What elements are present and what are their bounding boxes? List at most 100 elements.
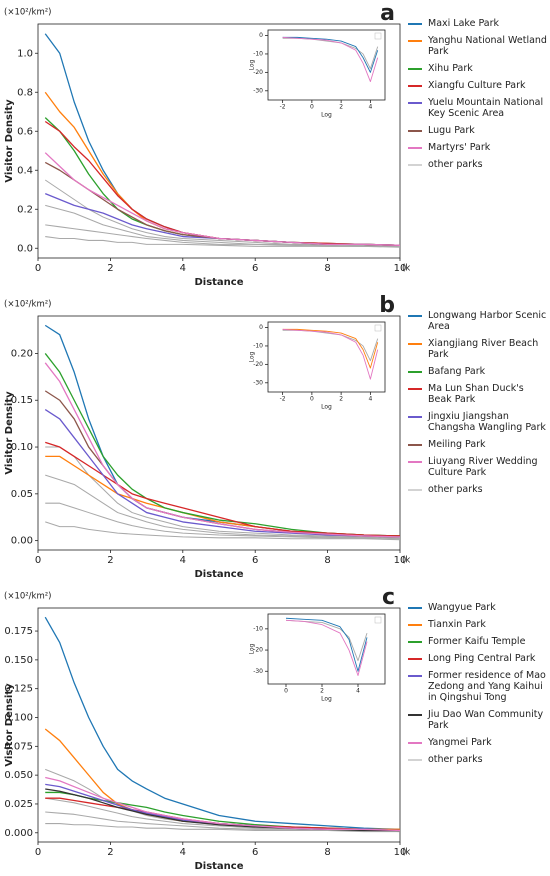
legend-label: Long Ping Central Park xyxy=(428,653,536,664)
inset-legend-box xyxy=(374,616,382,624)
inset-y-label: Log xyxy=(249,643,256,654)
legend-item: Jiu Dao Wan Community Park xyxy=(408,709,548,731)
y-tick-label: 0 xyxy=(259,32,263,39)
legend-label: Former Kaifu Temple xyxy=(428,636,526,647)
panel-label: b xyxy=(379,293,395,318)
series-line xyxy=(45,474,400,539)
series-line xyxy=(45,823,400,833)
y-tick-label: 0.00 xyxy=(11,536,33,547)
legend-swatch xyxy=(408,388,422,390)
y-tick-label: 0.10 xyxy=(11,442,33,453)
legend-item: Jingxiu Jiangshan Changsha Wangling Park xyxy=(408,411,548,433)
legend-label: Meiling Park xyxy=(428,439,486,450)
legend: Maxi Lake Park Yanghu National Wetland Pa… xyxy=(408,18,548,176)
y-tick-label: -30 xyxy=(253,87,263,94)
x-tick-label: 2 xyxy=(107,263,113,274)
x-tick-label: 10 xyxy=(394,847,407,858)
x-tick-label: 8 xyxy=(324,263,330,274)
legend-swatch xyxy=(408,68,422,70)
x-tick-label: 4 xyxy=(180,847,186,858)
series-line xyxy=(45,441,401,537)
legend-label: Liuyang River Wedding Culture Park xyxy=(428,456,538,478)
legend-swatch xyxy=(408,742,422,744)
legend-swatch xyxy=(408,23,422,25)
series-line xyxy=(44,409,401,538)
y-tick-label: 1.0 xyxy=(17,48,33,59)
x-tick-label: 0 xyxy=(284,688,288,695)
legend-swatch xyxy=(408,102,422,104)
y-tick-label: 0.0 xyxy=(17,243,33,254)
series-line xyxy=(45,776,401,832)
legend-swatch xyxy=(408,164,422,166)
x-tick-label: 6 xyxy=(252,263,258,274)
x-tick-label: 4 xyxy=(368,104,372,111)
legend-item: other parks xyxy=(408,754,548,765)
legend-label: Jiu Dao Wan Community Park xyxy=(428,709,544,731)
legend-swatch xyxy=(408,85,422,87)
y-tick-label: 0.4 xyxy=(17,165,33,176)
panel: 0 2 4 6 8 10 0.0 0.2 0.4 0.6 0.8 1.0 (×10²/km²) a (km)… xyxy=(0,0,550,292)
series-line xyxy=(45,446,401,539)
y-tick-label: 0.20 xyxy=(11,348,33,359)
inset-x-label: Log xyxy=(321,696,332,703)
legend-swatch xyxy=(408,315,422,317)
x-tick-label: 6 xyxy=(252,847,258,858)
y-tick-label: 0.175 xyxy=(4,626,33,637)
legend-swatch xyxy=(408,40,422,42)
x-tick-label: 2 xyxy=(107,847,113,858)
x-tick-label: 4 xyxy=(368,396,372,403)
legend-label: Xihu Park xyxy=(428,63,473,74)
x-axis-label: Distance xyxy=(194,569,243,580)
x-tick-label: 4 xyxy=(180,263,186,274)
legend-swatch xyxy=(408,658,422,660)
legend-label: Yuelu Mountain National Key Scenic Area xyxy=(428,97,544,119)
legend-label: Wangyue Park xyxy=(428,602,496,613)
inset-legend-box xyxy=(374,32,382,40)
y-tick-label: -30 xyxy=(253,379,263,386)
inset-x-label: Log xyxy=(321,404,332,411)
y-tick-label: 0.000 xyxy=(4,828,33,839)
y-tick-label: 0.025 xyxy=(4,799,33,810)
series-line xyxy=(45,502,401,540)
legend-item: Wangyue Park xyxy=(408,602,548,613)
legend-label: Former residence of Mao Zedong and Yang … xyxy=(428,670,546,703)
y-tick-label: 0.050 xyxy=(4,770,33,781)
x-tick-label: 0 xyxy=(35,555,41,566)
inset-legend-box xyxy=(374,324,382,332)
x-tick-label: 0 xyxy=(35,847,41,858)
legend-label: Yangmei Park xyxy=(428,737,492,748)
series-line xyxy=(45,236,401,248)
y-tick-label: -20 xyxy=(253,69,263,76)
legend-item: other parks xyxy=(408,159,548,170)
legend-swatch xyxy=(408,416,422,418)
legend-label: Ma Lun Shan Duck's Beak Park xyxy=(428,383,524,405)
legend-item: Meiling Park xyxy=(408,439,548,450)
plot-area xyxy=(267,613,386,685)
legend-item: Longwang Harbor Scenic Area xyxy=(408,310,548,332)
chart: 0 2 4 6 8 10 0.000 0.025 0.050 0.075 0.100 0.125 0.1… xyxy=(4,585,410,872)
x-tick-label: 6 xyxy=(252,555,258,566)
x-tick-label: 8 xyxy=(324,847,330,858)
legend-label: Lugu Park xyxy=(428,125,475,136)
legend-swatch xyxy=(408,489,422,491)
series-line xyxy=(44,152,401,246)
legend-item: Yangmei Park xyxy=(408,737,548,748)
x-tick-label: 0 xyxy=(35,263,41,274)
legend-swatch xyxy=(408,607,422,609)
legend: Longwang Harbor Scenic Area Xiangjiang Ri… xyxy=(408,310,548,501)
x-tick-label: 4 xyxy=(356,688,360,695)
legend-label: Yanghu National Wetland Park xyxy=(428,35,547,57)
series-line xyxy=(282,36,379,73)
x-unit: (km) xyxy=(402,848,410,858)
y-tick-label: 0.15 xyxy=(11,395,33,406)
series-line xyxy=(44,362,401,538)
legend-item: Yanghu National Wetland Park xyxy=(408,35,548,57)
plot-area xyxy=(267,321,386,393)
y-tick-label: 0.2 xyxy=(17,204,33,215)
panel-label: a xyxy=(380,1,395,26)
legend-item: Liuyang River Wedding Culture Park xyxy=(408,456,548,478)
legend-swatch xyxy=(408,147,422,149)
legend-label: Xiangfu Culture Park xyxy=(428,80,526,91)
legend-item: Former Kaifu Temple xyxy=(408,636,548,647)
y-axis-label: Visitor Density xyxy=(4,391,15,475)
